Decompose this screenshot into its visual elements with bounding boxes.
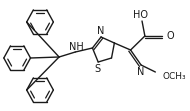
Text: HO: HO xyxy=(133,10,148,20)
Text: N: N xyxy=(137,67,145,77)
Text: N: N xyxy=(97,26,105,36)
Text: S: S xyxy=(94,64,100,74)
Text: OCH₃: OCH₃ xyxy=(163,71,187,80)
Text: O: O xyxy=(167,31,174,41)
Text: NH: NH xyxy=(69,42,84,52)
